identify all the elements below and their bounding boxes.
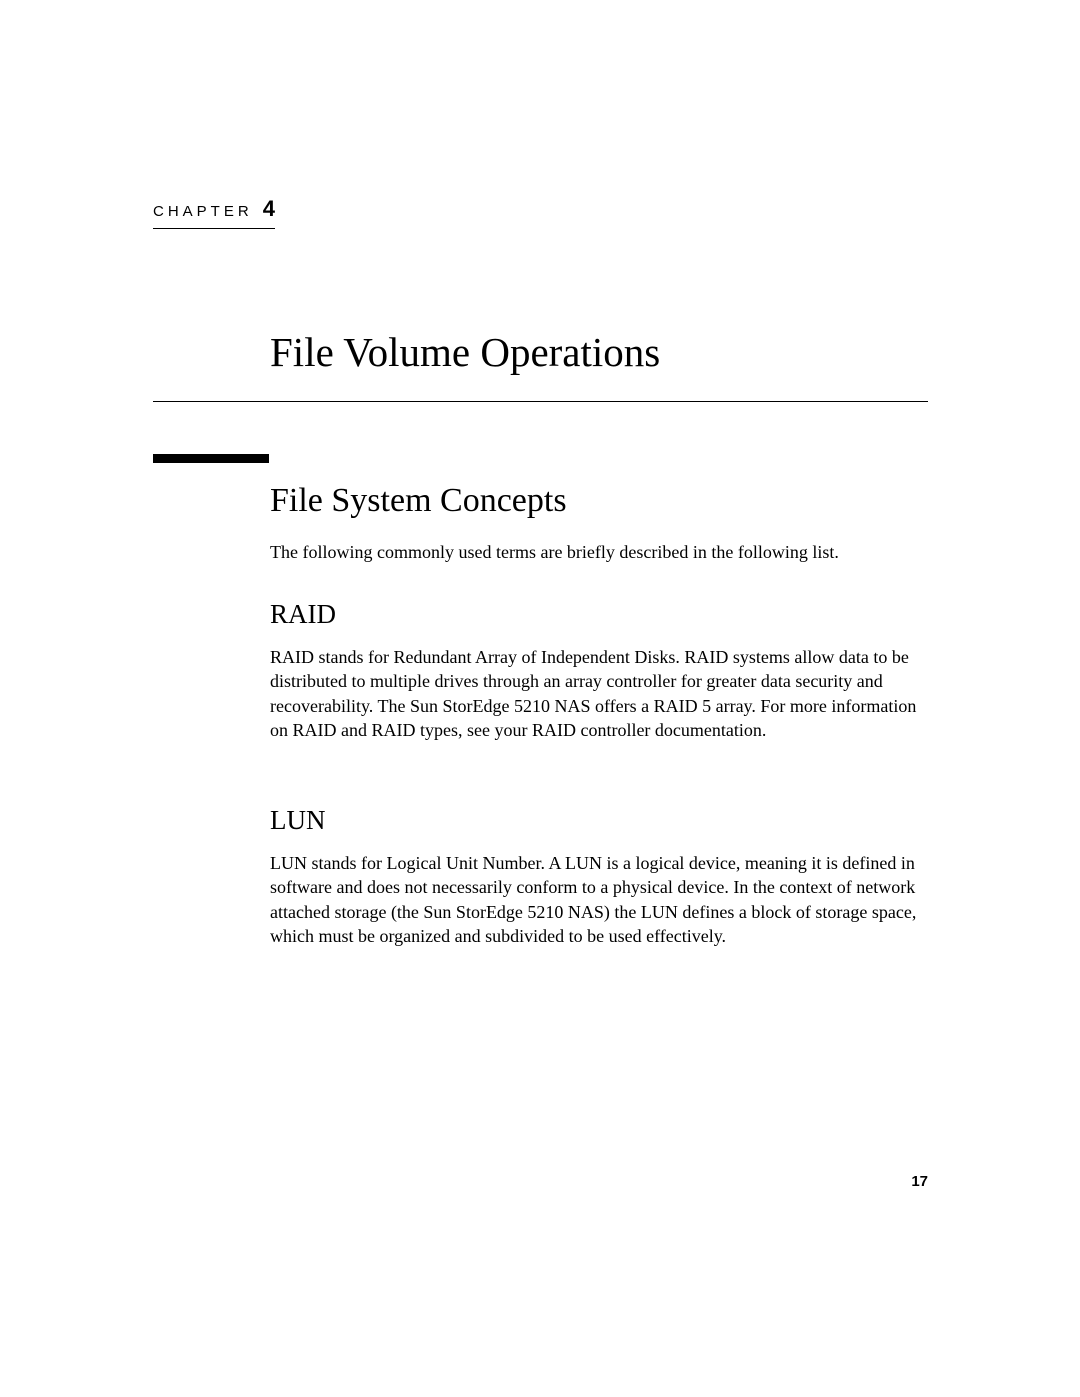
chapter-number: 4	[263, 196, 275, 222]
section-bar	[153, 454, 269, 463]
title-divider	[153, 401, 928, 402]
subsection-lun-body: LUN stands for Logical Unit Number. A LU…	[270, 851, 928, 948]
subsection-lun-title: LUN	[270, 805, 326, 836]
document-page: CHAPTER 4 File Volume Operations File Sy…	[0, 0, 1080, 1397]
page-number: 17	[911, 1173, 928, 1190]
chapter-label: CHAPTER	[153, 203, 253, 220]
subsection-raid-body: RAID stands for Redundant Array of Indep…	[270, 645, 928, 742]
chapter-heading: CHAPTER 4	[153, 196, 275, 229]
chapter-title: File Volume Operations	[270, 328, 660, 376]
subsection-raid-title: RAID	[270, 599, 336, 630]
section-intro: The following commonly used terms are br…	[270, 540, 928, 564]
section-title: File System Concepts	[270, 482, 567, 520]
